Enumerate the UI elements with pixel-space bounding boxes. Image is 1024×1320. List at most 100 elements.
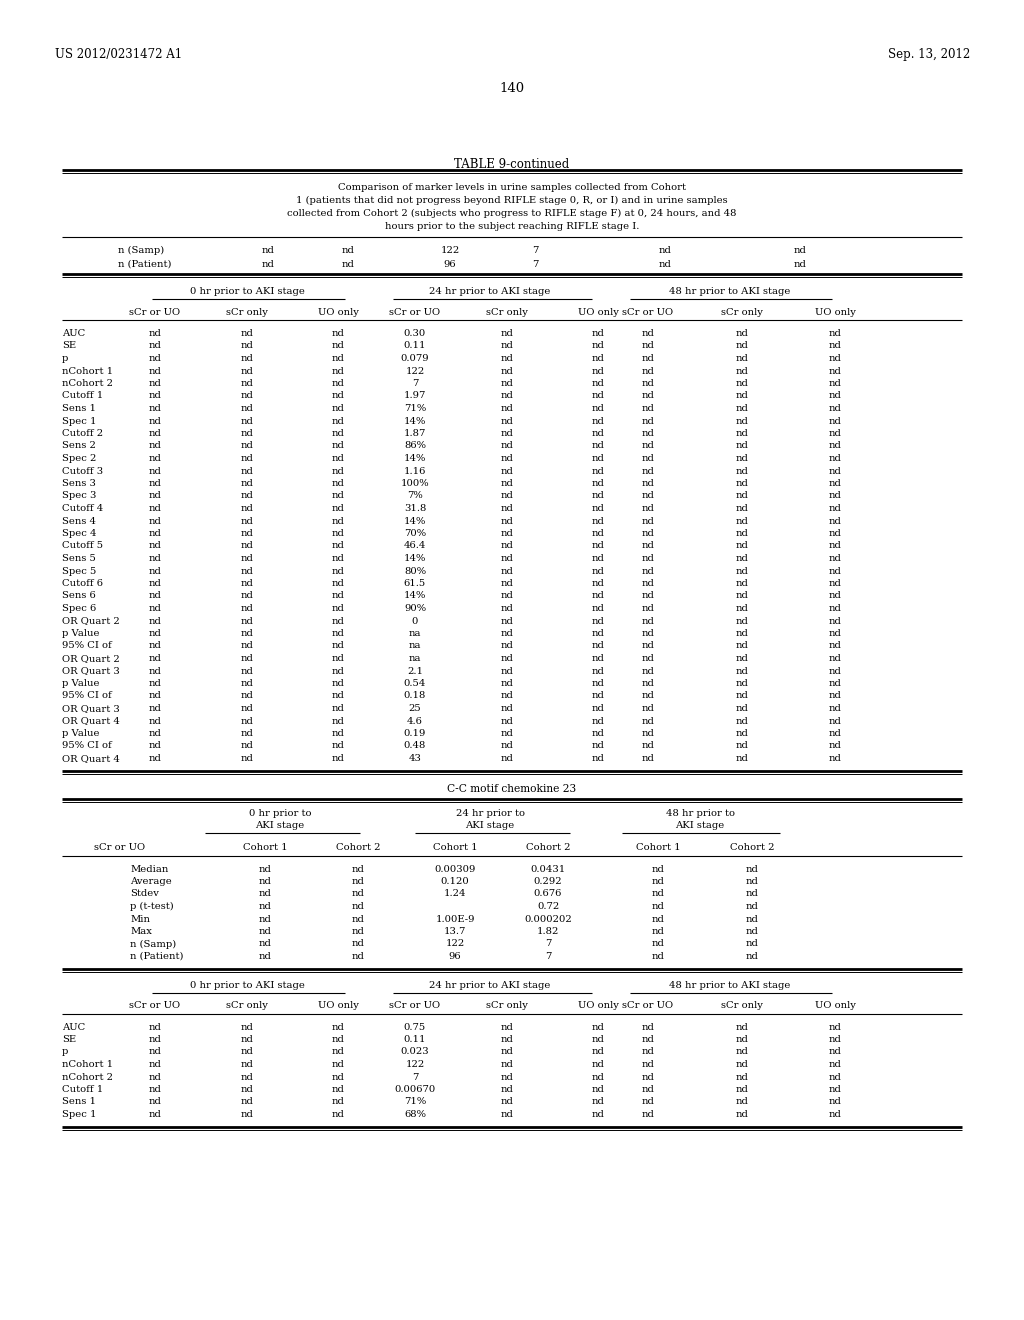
Text: 0.75: 0.75: [403, 1023, 426, 1031]
Text: nd: nd: [351, 902, 365, 911]
Text: nd: nd: [148, 579, 162, 587]
Text: 122: 122: [406, 367, 425, 375]
Text: nd: nd: [592, 1023, 604, 1031]
Text: nd: nd: [735, 678, 749, 688]
Text: nd: nd: [828, 1048, 842, 1056]
Text: nd: nd: [241, 653, 253, 663]
Text: nd: nd: [332, 516, 344, 525]
Text: Cutoff 4: Cutoff 4: [62, 504, 103, 513]
Text: 2.1: 2.1: [407, 667, 423, 676]
Text: nd: nd: [592, 541, 604, 550]
Text: na: na: [409, 653, 421, 663]
Text: nd: nd: [148, 367, 162, 375]
Text: nd: nd: [642, 367, 654, 375]
Text: nd: nd: [332, 717, 344, 726]
Text: Cutoff 6: Cutoff 6: [62, 579, 103, 587]
Text: nd: nd: [501, 441, 513, 450]
Text: nd: nd: [735, 591, 749, 601]
Text: nd: nd: [501, 1072, 513, 1081]
Text: nd: nd: [501, 466, 513, 475]
Text: nd: nd: [332, 692, 344, 701]
Text: nd: nd: [148, 466, 162, 475]
Text: nd: nd: [794, 246, 807, 255]
Text: nd: nd: [351, 915, 365, 924]
Text: Cohort 1: Cohort 1: [243, 843, 288, 853]
Text: 95% CI of: 95% CI of: [62, 642, 112, 651]
Text: nd: nd: [148, 692, 162, 701]
Text: nd: nd: [828, 605, 842, 612]
Text: 1.97: 1.97: [403, 392, 426, 400]
Text: nd: nd: [501, 342, 513, 351]
Text: nd: nd: [259, 915, 271, 924]
Text: nCohort 2: nCohort 2: [62, 1072, 113, 1081]
Text: 0 hr prior to AKI stage: 0 hr prior to AKI stage: [189, 286, 304, 296]
Text: nd: nd: [259, 927, 271, 936]
Text: US 2012/0231472 A1: US 2012/0231472 A1: [55, 48, 182, 61]
Text: nd: nd: [828, 379, 842, 388]
Text: nd: nd: [651, 952, 665, 961]
Text: nd: nd: [259, 952, 271, 961]
Text: 96: 96: [449, 952, 462, 961]
Text: 14%: 14%: [403, 554, 426, 564]
Text: 122: 122: [440, 246, 460, 255]
Text: nd: nd: [148, 1097, 162, 1106]
Text: nd: nd: [592, 1097, 604, 1106]
Text: Cohort 1: Cohort 1: [433, 843, 477, 853]
Text: nd: nd: [651, 902, 665, 911]
Text: nd: nd: [241, 342, 253, 351]
Text: nd: nd: [501, 1035, 513, 1044]
Text: nd: nd: [501, 1060, 513, 1069]
Text: nd: nd: [735, 566, 749, 576]
Text: 7%: 7%: [408, 491, 423, 500]
Text: nd: nd: [828, 354, 842, 363]
Text: sCr or UO: sCr or UO: [129, 1002, 180, 1011]
Text: Min: Min: [130, 915, 150, 924]
Text: nd: nd: [735, 541, 749, 550]
Text: nd: nd: [592, 342, 604, 351]
Text: 25: 25: [409, 704, 421, 713]
Text: 1.87: 1.87: [403, 429, 426, 438]
Text: nd: nd: [642, 642, 654, 651]
Text: nd: nd: [592, 1060, 604, 1069]
Text: nd: nd: [735, 529, 749, 539]
Text: nd: nd: [148, 653, 162, 663]
Text: nd: nd: [592, 1085, 604, 1094]
Text: 14%: 14%: [403, 417, 426, 425]
Text: sCr only: sCr only: [721, 1002, 763, 1011]
Text: nd: nd: [592, 429, 604, 438]
Text: nd: nd: [501, 404, 513, 413]
Text: 0.023: 0.023: [400, 1048, 429, 1056]
Text: 0: 0: [412, 616, 418, 626]
Text: nd: nd: [241, 454, 253, 463]
Text: nd: nd: [735, 742, 749, 751]
Text: nd: nd: [642, 1048, 654, 1056]
Text: nd: nd: [735, 329, 749, 338]
Text: nd: nd: [148, 717, 162, 726]
Text: nd: nd: [735, 717, 749, 726]
Text: nd: nd: [642, 1023, 654, 1031]
Text: nd: nd: [332, 479, 344, 488]
Text: Cutoff 1: Cutoff 1: [62, 1085, 103, 1094]
Text: Sens 5: Sens 5: [62, 554, 96, 564]
Text: nd: nd: [332, 404, 344, 413]
Text: nd: nd: [148, 704, 162, 713]
Text: nd: nd: [501, 616, 513, 626]
Text: nd: nd: [148, 754, 162, 763]
Text: nd: nd: [332, 466, 344, 475]
Text: nd: nd: [651, 927, 665, 936]
Text: nd: nd: [501, 479, 513, 488]
Text: sCr or UO: sCr or UO: [129, 308, 180, 317]
Text: nd: nd: [351, 890, 365, 899]
Text: nd: nd: [735, 605, 749, 612]
Text: nd: nd: [592, 754, 604, 763]
Text: Comparison of marker levels in urine samples collected from Cohort: Comparison of marker levels in urine sam…: [338, 183, 686, 191]
Text: nd: nd: [592, 529, 604, 539]
Text: nd: nd: [501, 742, 513, 751]
Text: nd: nd: [259, 876, 271, 886]
Text: nd: nd: [148, 1048, 162, 1056]
Text: nd: nd: [332, 1072, 344, 1081]
Text: nd: nd: [592, 441, 604, 450]
Text: nd: nd: [148, 479, 162, 488]
Text: 0 hr prior to: 0 hr prior to: [249, 809, 311, 818]
Text: nd: nd: [745, 876, 759, 886]
